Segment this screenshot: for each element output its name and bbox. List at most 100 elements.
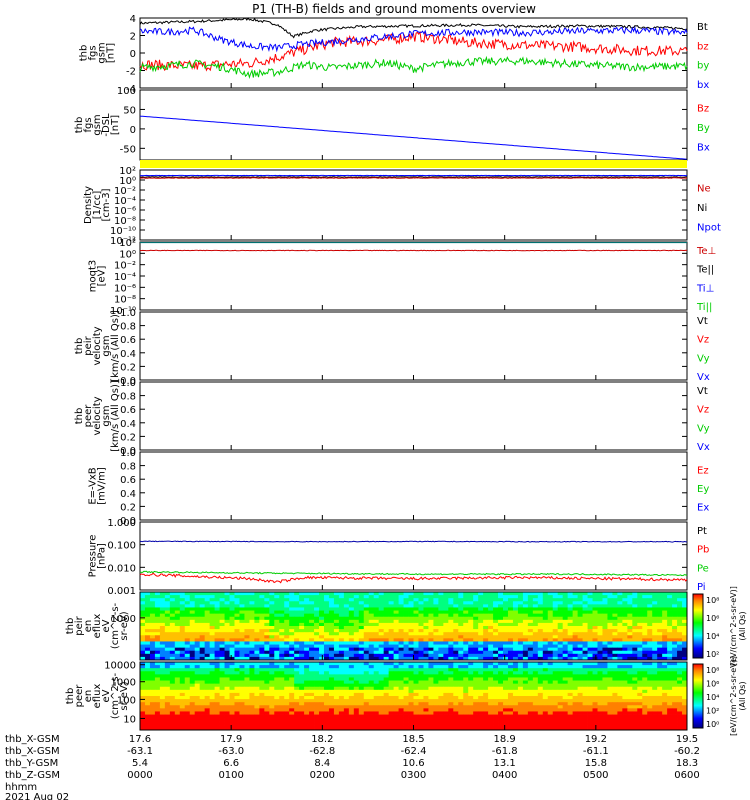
- panel-peer-eflux-cell: [532, 711, 539, 715]
- panel-peer-eflux-cell: [448, 683, 454, 688]
- panel-peir-eflux-cell: [224, 595, 230, 599]
- panel-peer-eflux-cell: [517, 723, 524, 728]
- panel-peer-eflux-cell: [259, 686, 265, 691]
- panel-peir-eflux-cell: [383, 619, 390, 624]
- panel-peir-eflux-cell: [493, 610, 499, 615]
- panel-peer-eflux-cell: [328, 705, 335, 709]
- panel-peir-eflux-cell: [597, 626, 603, 630]
- panel-peir-eflux-cell: [473, 647, 479, 652]
- panel-peer-eflux-cell: [537, 720, 544, 725]
- panel-peir-eflux-cell: [602, 601, 608, 605]
- panel-peir-eflux-cell: [478, 638, 484, 642]
- panel-peir-eflux-cell: [249, 650, 255, 655]
- panel-peir-eflux-cell: [368, 592, 375, 596]
- panel-fgs-gsm-frame: [139, 17, 688, 89]
- panel-peir-eflux-cell: [567, 595, 574, 599]
- panel-peir-eflux-cell: [274, 622, 280, 627]
- panel-peer-eflux-cell: [657, 711, 663, 715]
- panel-peir-eflux-cell: [179, 629, 186, 633]
- panel-peir-eflux-cell: [473, 626, 479, 630]
- panel-peir-eflux-cell: [567, 607, 574, 611]
- panel-peer-eflux-cell: [597, 680, 603, 685]
- panel-peir-eflux-cell: [682, 632, 688, 636]
- panel-peir-eflux-cell: [473, 610, 479, 615]
- panel-peer-eflux-cell: [597, 717, 603, 722]
- panel-peer-velocity-ytick-label: 0.0: [120, 446, 136, 457]
- panel-peer-eflux-cell: [358, 662, 365, 666]
- panel-peer-eflux-cell: [209, 720, 215, 725]
- panel-peer-eflux-cell: [254, 683, 260, 688]
- panel-peer-eflux-cell: [433, 699, 439, 703]
- panel-peer-eflux-cell: [229, 680, 235, 685]
- panel-peir-eflux-cell: [184, 629, 191, 633]
- panel-peer-eflux-cell: [194, 689, 201, 694]
- panel-peir-eflux-cell: [512, 601, 519, 605]
- panel-peer-eflux-cell: [289, 674, 295, 678]
- panel-peer-eflux-cell: [279, 696, 285, 700]
- panel-peir-eflux-cell: [254, 653, 260, 658]
- panel-peer-eflux-cell: [378, 696, 385, 700]
- panel-peer-eflux-cell: [547, 689, 554, 694]
- panel-peir-eflux-cell: [140, 629, 146, 633]
- panel-peir-eflux-cell: [632, 607, 638, 611]
- panel-peir-eflux-cell: [363, 613, 370, 618]
- panel-peer-eflux-cell: [602, 671, 608, 675]
- panel-peer-eflux-cell: [314, 689, 320, 694]
- panel-peer-velocity-ytick-label: 0.4: [120, 419, 136, 430]
- panel-peir-eflux-cell: [323, 610, 330, 615]
- panel-peir-eflux-cell: [617, 601, 623, 605]
- panel-peir-eflux-cell: [184, 616, 191, 621]
- panel-peir-eflux-cell: [592, 601, 598, 605]
- panel-peer-eflux-cell: [378, 708, 385, 712]
- panel-peer-eflux-cell: [473, 680, 479, 685]
- panel-peir-eflux-cell: [547, 607, 554, 611]
- panel-peer-eflux-cell: [338, 702, 345, 706]
- panel-peer-eflux-cell: [557, 686, 564, 691]
- panel-peir-eflux-cell: [483, 619, 489, 624]
- panel-peer-eflux-cell: [393, 711, 399, 715]
- panel-peir-eflux-cell: [328, 644, 335, 649]
- panel-peir-eflux-cell: [314, 598, 320, 602]
- panel-peer-eflux-cell: [478, 699, 484, 703]
- panel-peer-eflux-cell: [453, 665, 459, 669]
- panel-peir-eflux-cell: [398, 598, 404, 602]
- panel-peir-eflux-cell: [438, 604, 444, 608]
- panel-peer-eflux-cell: [567, 680, 574, 685]
- panel-peer-eflux-cell: [309, 677, 315, 681]
- panel-peir-eflux-cell: [552, 592, 559, 596]
- panel-peir-eflux-cell: [423, 610, 429, 615]
- panel-peir-eflux-cell: [458, 638, 464, 642]
- panel-peer-eflux-cell: [154, 689, 161, 694]
- panel-peer-eflux-cell: [418, 689, 424, 694]
- panel-peir-eflux-cell: [507, 650, 514, 655]
- panel-peer-eflux-cell: [214, 683, 220, 688]
- panel-peir-eflux-cell: [333, 619, 340, 624]
- panel-peer-eflux-cell: [677, 699, 683, 703]
- panel-peer-eflux-cell: [592, 708, 598, 712]
- panel-peer-eflux-cell: [612, 714, 618, 719]
- panel-peir-eflux-cell: [607, 647, 613, 652]
- panel-peer-eflux-cell: [204, 696, 211, 700]
- panel-peir-eflux-cell: [219, 629, 225, 633]
- panel-peir-eflux-cell: [204, 595, 211, 599]
- panel-peer-eflux-cell: [627, 702, 633, 706]
- panel-peer-eflux-cell: [433, 668, 439, 672]
- panel-peer-eflux-cell: [423, 662, 429, 666]
- panel-peer-eflux-cell: [512, 717, 519, 722]
- panel-peer-eflux-cell: [667, 711, 673, 715]
- panel-peir-eflux-cell: [179, 601, 186, 605]
- panel-peer-eflux-cell: [517, 711, 524, 715]
- panel-peer-eflux-cell: [592, 711, 598, 715]
- panel-peer-eflux-cell: [373, 711, 380, 715]
- panel-peir-eflux-cell: [169, 592, 176, 596]
- panel-peir-eflux-cell: [433, 653, 439, 658]
- panel-peer-eflux-cell: [532, 696, 539, 700]
- panel-peer-eflux-cell: [522, 671, 529, 675]
- panel-peer-eflux-cell: [642, 720, 648, 725]
- panel-peir-eflux-cell: [289, 595, 295, 599]
- panel-peer-eflux-cell: [647, 662, 653, 666]
- panel-peir-eflux-cell: [393, 601, 399, 605]
- panel-peer-eflux-cell: [527, 711, 534, 715]
- panel-peir-eflux-cell: [622, 604, 628, 608]
- panel-peir-eflux-cell: [358, 647, 365, 652]
